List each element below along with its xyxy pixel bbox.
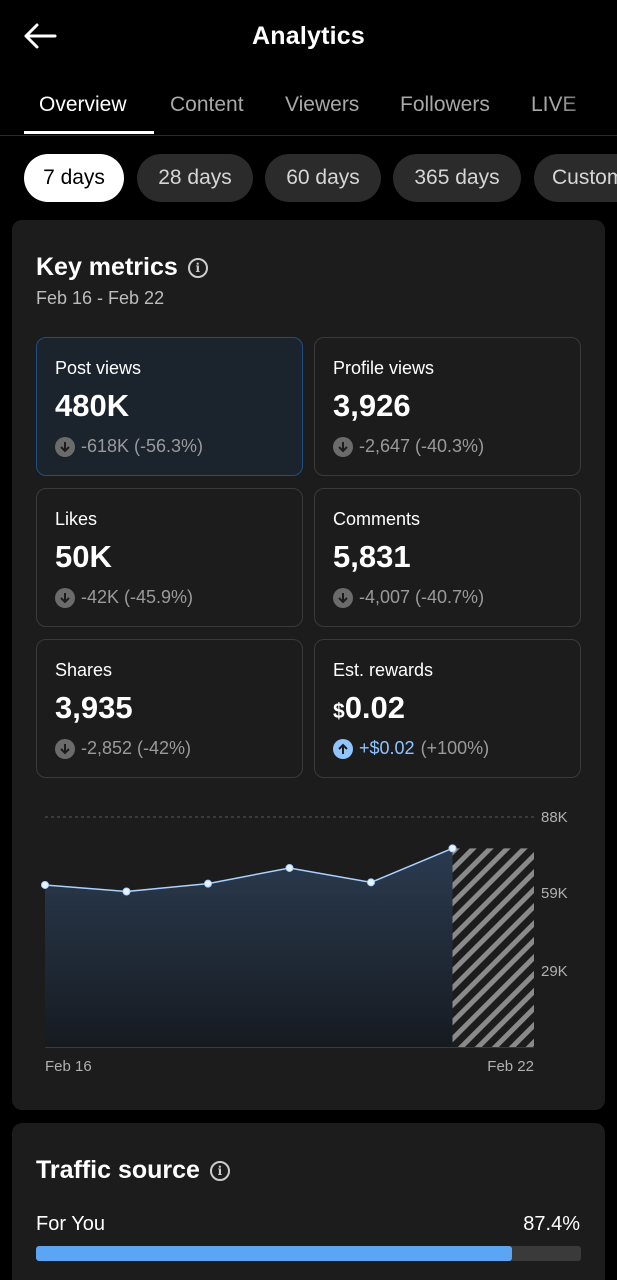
area-fill xyxy=(45,848,453,1047)
x-tick-label-start: Feb 16 xyxy=(45,1058,92,1075)
data-point[interactable] xyxy=(367,878,375,887)
tab-content[interactable]: Content xyxy=(170,93,244,116)
metric-change: -2,852 (-42%) xyxy=(55,738,191,759)
range-60-days[interactable]: 60 days xyxy=(265,154,381,202)
metric-change: +$0.02 (+100%) xyxy=(333,738,489,759)
arrow-down-icon xyxy=(333,587,353,608)
metric-value: 5,831 xyxy=(333,539,411,574)
metric-est-rewards[interactable]: Est. rewards $0.02 +$0.02 (+100%) xyxy=(314,639,581,778)
traffic-source-label: For You xyxy=(36,1213,105,1235)
metric-value: $0.02 xyxy=(333,690,405,726)
traffic-source-title: Traffic source xyxy=(36,1156,200,1184)
metric-value: 50K xyxy=(55,539,112,574)
y-tick-label: 88K xyxy=(541,809,568,826)
metric-change: -42K (-45.9%) xyxy=(55,587,193,608)
metric-change-positive: +$0.02 xyxy=(359,738,415,758)
metric-change-percent: (+100%) xyxy=(420,738,490,758)
y-tick-label: 29K xyxy=(541,963,568,980)
data-point[interactable] xyxy=(285,863,294,872)
active-tab-indicator xyxy=(24,131,154,134)
metric-shares[interactable]: Shares 3,935 -2,852 (-42%) xyxy=(36,639,303,778)
traffic-source-bar xyxy=(36,1246,581,1261)
metric-change-text: -2,852 (-42%) xyxy=(81,738,192,758)
tab-overview[interactable]: Overview xyxy=(39,93,127,116)
date-range-label: Feb 16 - Feb 22 xyxy=(36,288,165,308)
traffic-source-bar-fill xyxy=(36,1246,513,1261)
y-tick-label: 59K xyxy=(541,885,568,902)
info-icon[interactable]: i xyxy=(209,1160,230,1181)
arrow-up-icon xyxy=(333,738,353,759)
page-title: Analytics xyxy=(252,22,365,50)
metric-profile-views[interactable]: Profile views 3,926 -2,647 (-40.3%) xyxy=(314,337,581,476)
range-28-days[interactable]: 28 days xyxy=(137,154,253,202)
metric-change-text: -618K (-56.3%) xyxy=(81,436,204,456)
arrow-left-icon xyxy=(24,23,57,49)
tab-bar: Overview Content Viewers Followers LIVE xyxy=(0,76,617,136)
data-point[interactable] xyxy=(448,844,457,853)
tab-viewers[interactable]: Viewers xyxy=(285,93,360,116)
arrow-down-icon xyxy=(55,587,75,608)
metric-change: -618K (-56.3%) xyxy=(55,436,203,457)
post-views-chart[interactable]: 88K 59K 29K Feb 16 Feb 22 xyxy=(12,220,605,1110)
data-point[interactable] xyxy=(122,887,131,896)
traffic-source-header: Traffic source i xyxy=(36,1156,230,1185)
metric-label: Est. rewards xyxy=(333,660,434,680)
metric-label: Likes xyxy=(55,509,98,529)
metric-label: Profile views xyxy=(333,358,435,378)
metric-label: Shares xyxy=(55,660,113,680)
info-icon[interactable]: i xyxy=(187,257,208,278)
series-line xyxy=(44,847,453,893)
metric-change-text: -4,007 (-40.7%) xyxy=(359,587,485,607)
metric-value: 3,935 xyxy=(55,690,133,725)
metric-value: 480K xyxy=(55,388,130,423)
partial-period-hatch xyxy=(452,848,534,1047)
metric-change-text: -42K (-45.9%) xyxy=(81,587,194,607)
metric-comments[interactable]: Comments 5,831 -4,007 (-40.7%) xyxy=(314,488,581,627)
metric-label: Post views xyxy=(55,358,142,378)
x-tick-label-end: Feb 22 xyxy=(487,1058,534,1075)
traffic-source-value: 87.4% xyxy=(523,1213,580,1235)
arrow-down-icon xyxy=(55,738,75,759)
back-button[interactable] xyxy=(18,16,62,56)
range-7-days[interactable]: 7 days xyxy=(24,154,124,202)
metric-change: -4,007 (-40.7%) xyxy=(333,587,484,608)
key-metrics-header: Key metrics i xyxy=(36,253,208,282)
metric-change-text: -2,647 (-40.3%) xyxy=(359,436,485,456)
metric-value: 3,926 xyxy=(333,388,411,423)
metric-post-views[interactable]: Post views 480K -618K (-56.3%) xyxy=(36,337,303,476)
tabs-fade xyxy=(557,76,617,135)
metric-likes[interactable]: Likes 50K -42K (-45.9%) xyxy=(36,488,303,627)
key-metrics-card: Key metrics i Feb 16 - Feb 22 Post views… xyxy=(12,220,605,1110)
data-point[interactable] xyxy=(41,880,49,889)
key-metrics-title: Key metrics xyxy=(36,253,178,281)
app-header: Analytics xyxy=(0,0,617,76)
data-point[interactable] xyxy=(204,879,212,888)
metric-value-number: 0.02 xyxy=(344,690,406,725)
currency-symbol: $ xyxy=(333,700,345,723)
date-range-chips: 7 days 28 days 60 days 365 days Custom xyxy=(0,154,617,202)
tab-followers[interactable]: Followers xyxy=(400,93,490,116)
arrow-down-icon xyxy=(333,436,353,457)
metric-change: -2,647 (-40.3%) xyxy=(333,436,484,457)
range-365-days[interactable]: 365 days xyxy=(393,154,521,202)
metric-label: Comments xyxy=(333,509,421,529)
range-custom[interactable]: Custom xyxy=(534,154,617,202)
arrow-down-icon xyxy=(55,436,75,457)
